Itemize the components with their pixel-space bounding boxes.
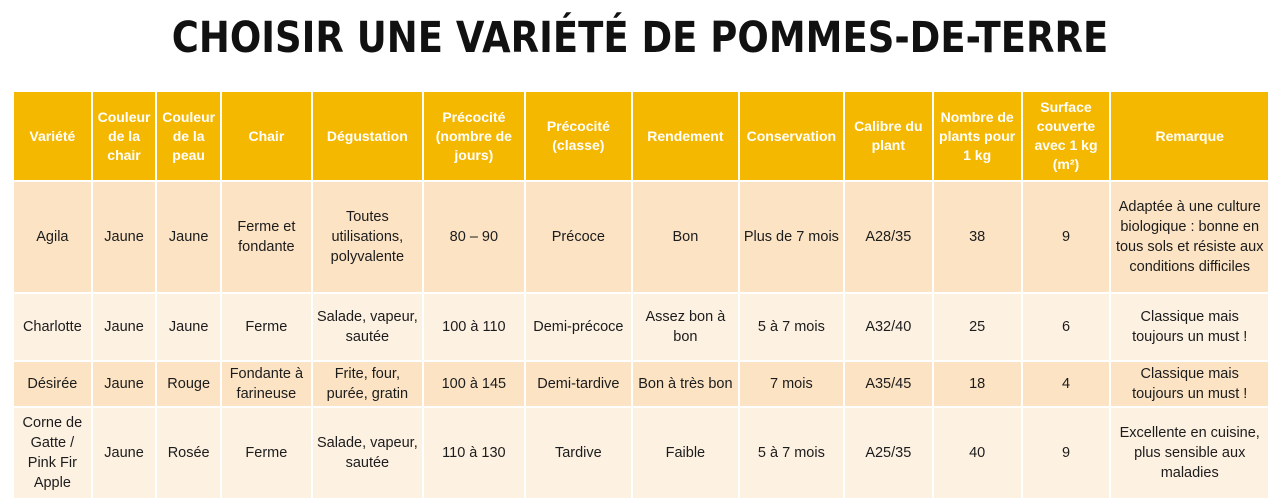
- cell-variete: Agila: [14, 182, 91, 292]
- cell-nombre-plants: 18: [933, 362, 1021, 406]
- cell-surface: 9: [1022, 408, 1110, 498]
- potato-varieties-table: Variété Couleur de la chair Couleur de l…: [12, 90, 1270, 500]
- header-couleur-peau: Couleur de la peau: [157, 92, 220, 180]
- cell-surface: 6: [1022, 294, 1110, 360]
- header-rendement: Rendement: [632, 92, 738, 180]
- header-variete: Variété: [14, 92, 91, 180]
- cell-remarque: Adaptée à une culture biologique : bonne…: [1111, 182, 1268, 292]
- cell-chair: Ferme: [221, 408, 311, 498]
- header-couleur-chair: Couleur de la chair: [92, 92, 156, 180]
- table-row: Corne de Gatte / Pink Fir Apple Jaune Ro…: [14, 408, 1268, 498]
- page-title: CHOISIR UNE VARIÉTÉ DE POMMES-DE-TERRE: [171, 13, 1109, 63]
- cell-rendement: Faible: [632, 408, 738, 498]
- cell-rendement: Assez bon à bon: [632, 294, 738, 360]
- cell-rendement: Bon: [632, 182, 738, 292]
- cell-variete: Désirée: [14, 362, 91, 406]
- cell-calibre: A28/35: [844, 182, 932, 292]
- cell-degustation: Salade, vapeur, sautée: [312, 408, 422, 498]
- cell-precocite-classe: Demi-tardive: [525, 362, 631, 406]
- cell-couleur-chair: Jaune: [92, 408, 156, 498]
- cell-precocite-jours: 80 – 90: [423, 182, 524, 292]
- cell-precocite-jours: 100 à 145: [423, 362, 524, 406]
- cell-nombre-plants: 40: [933, 408, 1021, 498]
- cell-conservation: Plus de 7 mois: [739, 182, 843, 292]
- cell-remarque: Classique mais toujours un must !: [1111, 362, 1268, 406]
- header-calibre: Calibre du plant: [844, 92, 932, 180]
- cell-degustation: Toutes utilisations, polyvalente: [312, 182, 422, 292]
- cell-precocite-classe: Précoce: [525, 182, 631, 292]
- header-surface: Surface couverte avec 1 kg (m²): [1022, 92, 1110, 180]
- cell-couleur-peau: Jaune: [157, 294, 220, 360]
- table-header-row: Variété Couleur de la chair Couleur de l…: [14, 92, 1268, 180]
- cell-degustation: Salade, vapeur, sautée: [312, 294, 422, 360]
- cell-nombre-plants: 25: [933, 294, 1021, 360]
- cell-calibre: A32/40: [844, 294, 932, 360]
- cell-couleur-peau: Rouge: [157, 362, 220, 406]
- cell-conservation: 7 mois: [739, 362, 843, 406]
- header-remarque: Remarque: [1111, 92, 1268, 180]
- table-row: Agila Jaune Jaune Ferme et fondante Tout…: [14, 182, 1268, 292]
- table-row: Charlotte Jaune Jaune Ferme Salade, vape…: [14, 294, 1268, 360]
- table-row: Désirée Jaune Rouge Fondante à farineuse…: [14, 362, 1268, 406]
- cell-couleur-chair: Jaune: [92, 362, 156, 406]
- header-conservation: Conservation: [739, 92, 843, 180]
- cell-couleur-peau: Jaune: [157, 182, 220, 292]
- header-degustation: Dégustation: [312, 92, 422, 180]
- cell-chair: Ferme: [221, 294, 311, 360]
- cell-variete: Charlotte: [14, 294, 91, 360]
- cell-precocite-classe: Demi-précoce: [525, 294, 631, 360]
- cell-couleur-peau: Rosée: [157, 408, 220, 498]
- cell-calibre: A25/35: [844, 408, 932, 498]
- cell-couleur-chair: Jaune: [92, 294, 156, 360]
- cell-couleur-chair: Jaune: [92, 182, 156, 292]
- cell-nombre-plants: 38: [933, 182, 1021, 292]
- cell-conservation: 5 à 7 mois: [739, 408, 843, 498]
- cell-surface: 9: [1022, 182, 1110, 292]
- cell-remarque: Classique mais toujours un must !: [1111, 294, 1268, 360]
- cell-precocite-jours: 100 à 110: [423, 294, 524, 360]
- cell-calibre: A35/45: [844, 362, 932, 406]
- cell-remarque: Excellente en cuisine, plus sensible aux…: [1111, 408, 1268, 498]
- cell-precocite-classe: Tardive: [525, 408, 631, 498]
- cell-degustation: Frite, four, purée, gratin: [312, 362, 422, 406]
- cell-variete: Corne de Gatte / Pink Fir Apple: [14, 408, 91, 498]
- cell-rendement: Bon à très bon: [632, 362, 738, 406]
- header-chair: Chair: [221, 92, 311, 180]
- cell-precocite-jours: 110 à 130: [423, 408, 524, 498]
- cell-chair: Ferme et fondante: [221, 182, 311, 292]
- cell-surface: 4: [1022, 362, 1110, 406]
- cell-conservation: 5 à 7 mois: [739, 294, 843, 360]
- cell-chair: Fondante à farineuse: [221, 362, 311, 406]
- header-precocite-classe: Précocité (classe): [525, 92, 631, 180]
- header-precocite-jours: Précocité (nombre de jours): [423, 92, 524, 180]
- header-nombre-plants: Nombre de plants pour 1 kg: [933, 92, 1021, 180]
